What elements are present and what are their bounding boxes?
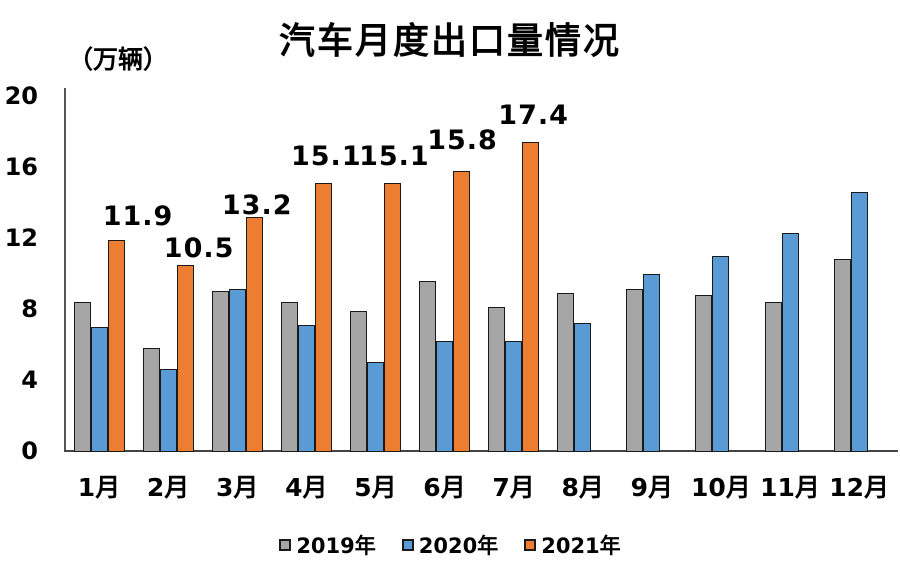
bar-2020年-3月 — [228, 289, 246, 452]
x-category-label: 1月 — [77, 473, 121, 502]
data-label: 11.9 — [102, 200, 174, 232]
x-category-label: 7月 — [492, 473, 535, 502]
x-category-label: 3月 — [215, 473, 259, 502]
legend-label: 2020年 — [418, 534, 499, 558]
bar-2021年-5月 — [383, 182, 401, 452]
bar-2020年-9月 — [643, 273, 661, 452]
y-tick-label: 16 — [4, 153, 38, 181]
legend-item-2020年: 2020年 — [401, 530, 499, 560]
data-label: 17.4 — [498, 100, 569, 132]
data-label: 15.8 — [427, 124, 498, 156]
bar-2019年-4月 — [280, 301, 298, 452]
data-label: 15.1 — [359, 140, 430, 172]
bar-2021年-3月 — [245, 216, 263, 452]
bar-2020年-2月 — [159, 369, 177, 452]
bar-2019年-9月 — [626, 289, 644, 452]
legend: 2019年 2020年 2021年 — [0, 530, 900, 560]
bar-2019年-2月 — [142, 348, 160, 452]
legend-label: 2021年 — [541, 534, 621, 558]
data-label: 13.2 — [221, 189, 293, 221]
y-tick-label: 20 — [4, 82, 38, 110]
y-tick-label: 12 — [4, 224, 38, 252]
bar-2020年-12月 — [850, 191, 868, 452]
x-axis-line — [64, 450, 898, 452]
x-category-label: 4月 — [285, 473, 328, 502]
chart-title: 汽车月度出口量情况 — [278, 21, 621, 62]
bar-2020年-1月 — [90, 326, 108, 452]
bar-2021年-1月 — [107, 239, 125, 452]
bar-2019年-5月 — [349, 310, 367, 452]
bar-2020年-6月 — [436, 340, 453, 452]
x-category-label: 8月 — [561, 473, 604, 502]
bar-2019年-11月 — [764, 301, 782, 452]
bar-2019年-8月 — [557, 293, 575, 452]
x-category-label: 2月 — [146, 473, 190, 502]
data-label: 15.1 — [290, 140, 362, 172]
bar-2020年-10月 — [712, 255, 730, 452]
bar-2019年-7月 — [488, 307, 506, 452]
legend-swatch — [401, 539, 414, 551]
bar-2019年-1月 — [73, 301, 91, 452]
x-category-label: 12月 — [829, 473, 889, 502]
legend-item-2021年: 2021年 — [524, 530, 621, 560]
bar-2020年-11月 — [781, 232, 799, 452]
x-category-label: 10月 — [690, 473, 751, 502]
bar-2020年-8月 — [574, 323, 592, 452]
y-tick-label: 0 — [21, 437, 38, 465]
x-category-label: 5月 — [354, 473, 397, 502]
legend-label: 2019年 — [296, 534, 376, 558]
bar-2021年-7月 — [522, 142, 540, 452]
bar-2019年-10月 — [695, 294, 713, 452]
bar-2019年-3月 — [211, 291, 229, 452]
y-axis-line — [64, 88, 66, 452]
x-category-label: 11月 — [760, 473, 820, 502]
x-category-label: 6月 — [423, 473, 466, 502]
bar-2019年-12月 — [833, 259, 851, 452]
legend-swatch — [279, 539, 292, 551]
x-category-label: 9月 — [630, 473, 673, 502]
bar-2021年-2月 — [176, 264, 194, 452]
bar-2020年-7月 — [505, 340, 523, 452]
bar-2019年-6月 — [419, 280, 436, 452]
bar-2021年-6月 — [453, 170, 470, 452]
bar-2021年-4月 — [314, 182, 332, 452]
y-tick-label: 8 — [21, 295, 38, 323]
bar-2020年-5月 — [366, 362, 384, 452]
legend-item-2019年: 2019年 — [279, 530, 376, 560]
y-tick-label: 4 — [21, 366, 38, 394]
bar-2020年-4月 — [297, 324, 315, 452]
y-axis-unit-label: （万辆） — [68, 45, 169, 74]
legend-swatch — [524, 539, 537, 551]
data-label: 10.5 — [163, 232, 235, 264]
